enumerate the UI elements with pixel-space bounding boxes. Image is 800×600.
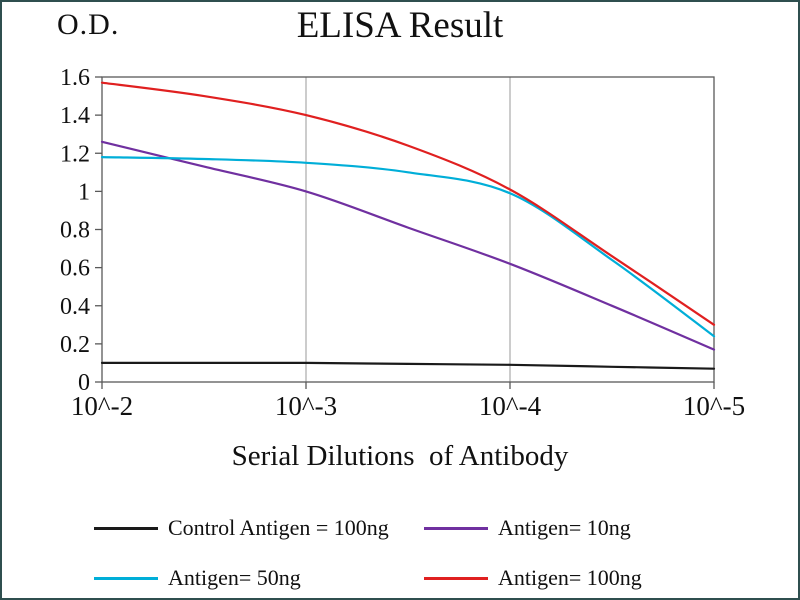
y-tick-label: 0.4 [60, 294, 90, 320]
y-tick-label: 1.2 [60, 141, 90, 167]
legend-item-antigen-10ng: Antigen= 10ng [424, 515, 798, 541]
y-tick-label: 1 [78, 179, 90, 205]
series-line-antigen-10ng [100, 140, 716, 351]
y-tick-label: 1.6 [60, 65, 90, 91]
legend-item-antigen-100ng: Antigen= 100ng [424, 565, 798, 591]
legend-label-control-antigen-100ng: Control Antigen = 100ng [168, 515, 389, 540]
legend-item-control-antigen-100ng: Control Antigen = 100ng [94, 515, 424, 541]
y-tick-label: 0 [78, 370, 90, 396]
legend-label-antigen-100ng: Antigen= 100ng [498, 565, 642, 590]
x-tick-label: 10^-4 [479, 391, 542, 421]
y-axis-title: O.D. [57, 8, 120, 41]
x-tick-label: 10^-5 [683, 391, 745, 421]
chart-title: ELISA Result [296, 5, 504, 46]
legend-label-antigen-10ng: Antigen= 10ng [498, 515, 631, 540]
x-tick-label: 10^-3 [275, 391, 337, 421]
plot-area: 0 0.2 0.4 0.6 0.8 1 1.2 1.4 1.6 10^-2 10^-3 10^-4 10… [60, 65, 745, 421]
x-axis-title: Serial Dilutions of Antibody [231, 440, 569, 472]
legend-line-antigen-100ng [424, 576, 488, 580]
y-tick-label: 1.4 [60, 103, 90, 129]
y-tick-label: 0.8 [60, 218, 90, 244]
legend-line-control-antigen-100ng [94, 526, 158, 530]
legend-line-antigen-10ng [424, 526, 488, 530]
y-tick-label: 0.6 [60, 256, 90, 282]
legend-label-antigen-50ng: Antigen= 50ng [168, 565, 301, 590]
plot-border [101, 76, 715, 383]
series-line-antigen-50ng [100, 156, 716, 338]
legend: Control Antigen = 100ng Antigen= 10ng Anti… [2, 515, 798, 591]
y-tick-label: 0.2 [60, 332, 90, 358]
legend-line-antigen-50ng [94, 576, 158, 580]
series-line-control-antigen-100ng [100, 361, 716, 370]
series-line-antigen-100ng [100, 81, 716, 326]
x-tick-label: 10^-2 [71, 391, 133, 421]
legend-item-antigen-50ng: Antigen= 50ng [94, 565, 424, 591]
